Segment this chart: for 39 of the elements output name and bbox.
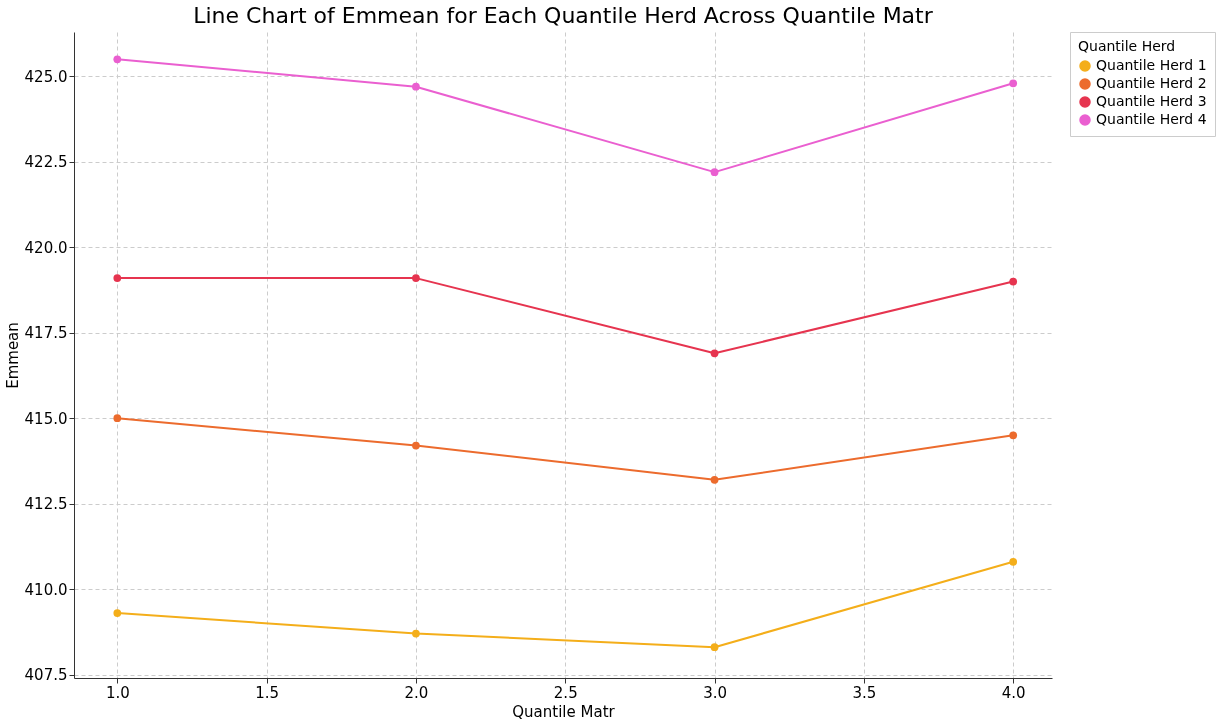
point — [1009, 557, 1018, 566]
point — [710, 349, 719, 358]
point — [113, 414, 122, 423]
legend-label: Quantile Herd 1 — [1096, 57, 1207, 73]
point — [1009, 79, 1018, 88]
y-tick-label: 415.0 — [24, 409, 68, 428]
x-tick-label: 2.5 — [553, 683, 578, 702]
x-tick-label: 3.0 — [703, 683, 727, 702]
x-tick-label: 1.5 — [255, 683, 280, 702]
point — [113, 55, 122, 64]
y-tick-label: 407.5 — [24, 666, 68, 685]
legend-label: Quantile Herd 3 — [1096, 93, 1207, 109]
point — [1009, 431, 1018, 440]
x-axis-title: Quantile Matr — [512, 702, 616, 721]
y-tick-label: 422.5 — [24, 153, 68, 172]
point — [412, 274, 420, 282]
legend-label: Quantile Herd 2 — [1096, 75, 1207, 91]
y-tick-label: 425.0 — [24, 67, 68, 86]
y-tick-label: 410.0 — [24, 580, 68, 599]
x-tick-label: 2.0 — [404, 683, 429, 702]
point — [710, 475, 719, 484]
point — [710, 168, 719, 176]
legend-title: Quantile Herd — [1078, 38, 1176, 54]
legend-label: Quantile Herd 4 — [1096, 111, 1207, 127]
point — [710, 643, 719, 652]
x-tick-label: 3.5 — [852, 683, 877, 702]
point — [113, 609, 122, 617]
chart-title: Line Chart of Emmean for Each Quantile Herd Across Quantile Matr — [193, 3, 934, 28]
point — [113, 274, 122, 282]
y-tick-label: 412.5 — [24, 495, 68, 514]
point — [412, 629, 420, 638]
point — [412, 82, 420, 91]
y-tick-label: 417.5 — [24, 324, 68, 343]
x-tick-label: 4.0 — [1001, 683, 1026, 702]
y-tick-label: 420.0 — [24, 238, 68, 257]
point — [412, 441, 420, 450]
x-tick-label: 1.0 — [105, 683, 130, 702]
point — [1009, 277, 1018, 286]
y-axis-title: Emmean — [3, 322, 22, 389]
